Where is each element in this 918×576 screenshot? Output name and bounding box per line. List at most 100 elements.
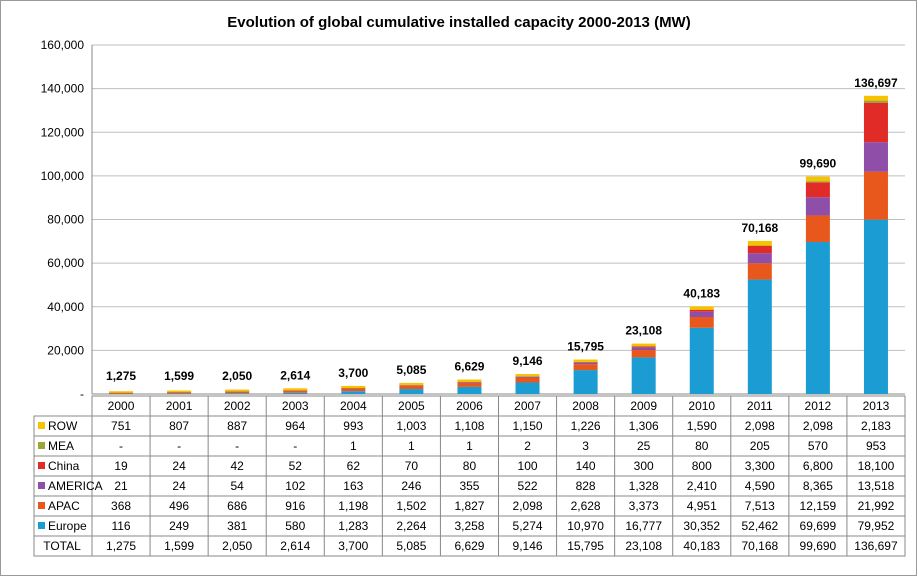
table-cell: 381 xyxy=(227,519,247,533)
table-cell: 1,108 xyxy=(454,419,484,433)
table-cell: 496 xyxy=(169,499,189,513)
x-tick-label: 2005 xyxy=(398,399,425,413)
table-cell: 800 xyxy=(692,459,712,473)
total-label: 5,085 xyxy=(396,363,426,377)
y-tick-label: - xyxy=(80,387,84,401)
table-cell: 102 xyxy=(285,479,305,493)
table-cell: 5,274 xyxy=(513,519,543,533)
bar-segment-apac-2013 xyxy=(863,171,888,220)
table-cell: - xyxy=(235,439,239,453)
bar-segment-america-2006 xyxy=(457,382,482,383)
legend-swatch-mea xyxy=(38,442,45,449)
bar-segment-row-2002 xyxy=(225,389,250,392)
bar-segment-row-2005 xyxy=(399,382,424,386)
bar-segment-apac-2012 xyxy=(805,215,830,242)
legend-swatch-china xyxy=(38,462,45,469)
table-cell: 1 xyxy=(350,439,357,453)
total-label: 6,629 xyxy=(454,360,484,374)
table-cell: - xyxy=(293,439,297,453)
bar-segment-apac-2003 xyxy=(283,390,308,393)
bar-segment-apac-2007 xyxy=(515,377,540,383)
bar-segment-row-2013 xyxy=(863,95,888,101)
bar-segment-china-2012 xyxy=(805,182,830,198)
table-cell: 3 xyxy=(582,439,589,453)
table-cell: 54 xyxy=(230,479,244,493)
bar-segment-europe-2012 xyxy=(805,241,830,394)
table-cell: 522 xyxy=(518,479,538,493)
table-cell: 9,146 xyxy=(513,539,543,553)
x-tick-label: 2006 xyxy=(456,399,483,413)
table-cell: 7,513 xyxy=(745,499,775,513)
total-label: 23,108 xyxy=(625,324,662,338)
bar-segment-america-2008 xyxy=(573,362,598,365)
bar-segment-mea-2012 xyxy=(805,181,830,183)
bar-segment-china-2008 xyxy=(573,361,598,363)
bar-segment-row-2010 xyxy=(689,306,714,310)
legend-label-mea: MEA xyxy=(48,439,74,453)
table-cell: 70,168 xyxy=(741,539,778,553)
table-cell: 1,003 xyxy=(396,419,426,433)
bar-segment-europe-2006 xyxy=(457,386,482,394)
table-cell: 300 xyxy=(634,459,654,473)
bar-segment-europe-2011 xyxy=(747,279,772,394)
total-label: 2,614 xyxy=(280,368,310,382)
bar-segment-row-2007 xyxy=(515,374,540,377)
table-cell: 18,100 xyxy=(858,459,895,473)
table-cell: 916 xyxy=(285,499,305,513)
table-cell: 3,258 xyxy=(454,519,484,533)
bar-segment-america-2004 xyxy=(341,387,366,389)
table-cell: 3,373 xyxy=(629,499,659,513)
table-cell: 6,629 xyxy=(454,539,484,553)
table-cell: 887 xyxy=(227,419,247,433)
bar-segment-america-2010 xyxy=(689,311,714,317)
bar-segment-america-2009 xyxy=(631,347,656,351)
total-label: 3,700 xyxy=(338,366,368,380)
table-cell: 2,410 xyxy=(687,479,717,493)
table-cell: 570 xyxy=(808,439,828,453)
table-cell: 807 xyxy=(169,419,189,433)
table-cell: 52,462 xyxy=(741,519,778,533)
bar-segment-europe-2004 xyxy=(341,391,366,394)
table-cell: 4,590 xyxy=(745,479,775,493)
bar-segment-europe-2002 xyxy=(225,393,250,394)
table-cell: 1 xyxy=(408,439,415,453)
table-cell: 1,328 xyxy=(629,479,659,493)
table-cell: 2,050 xyxy=(222,539,252,553)
bars xyxy=(109,95,888,394)
table-cell: 3,300 xyxy=(745,459,775,473)
legend-swatch-europe xyxy=(38,522,45,529)
bar-segment-america-2005 xyxy=(399,385,424,386)
legend-label-america: AMERICA xyxy=(48,479,103,493)
bar-segment-row-2009 xyxy=(631,343,656,347)
x-tick-label: 2001 xyxy=(166,399,193,413)
bar-segment-china-2009 xyxy=(631,346,656,348)
table-cell: 2,628 xyxy=(571,499,601,513)
y-tick-label: 40,000 xyxy=(47,300,84,314)
table-cell: 8,365 xyxy=(803,479,833,493)
x-tick-label: 2007 xyxy=(514,399,541,413)
data-table: 2000 2001 2002 2003 2004 2005 2006 2007 2008 2009… xyxy=(33,395,906,557)
table-cell: 10,970 xyxy=(567,519,604,533)
table-cell: 140 xyxy=(576,459,596,473)
x-tick-label: 2003 xyxy=(282,399,309,413)
table-cell: 21 xyxy=(114,479,128,493)
table-cell: 1,275 xyxy=(106,539,136,553)
total-label: 9,146 xyxy=(513,354,543,368)
table-cell: 13,518 xyxy=(858,479,895,493)
table-cell: 1,226 xyxy=(571,419,601,433)
table-cell: 6,800 xyxy=(803,459,833,473)
table-cell: 1,590 xyxy=(687,419,717,433)
table-cell: 2,614 xyxy=(280,539,310,553)
total-label: 136,697 xyxy=(854,76,898,90)
y-tick-label: 100,000 xyxy=(41,169,85,183)
bar-segment-mea-2013 xyxy=(863,100,888,103)
table-cell: 21,992 xyxy=(858,499,895,513)
y-tick-label: 120,000 xyxy=(41,125,85,139)
bar-segment-row-2012 xyxy=(805,176,830,182)
legend-swatch-apac xyxy=(38,502,45,509)
bar-segment-america-2013 xyxy=(863,142,888,172)
bar-segment-apac-2008 xyxy=(573,364,598,371)
x-tick-label: 2012 xyxy=(805,399,832,413)
table-cell: 828 xyxy=(576,479,596,493)
table-cell: 3,700 xyxy=(338,539,368,553)
